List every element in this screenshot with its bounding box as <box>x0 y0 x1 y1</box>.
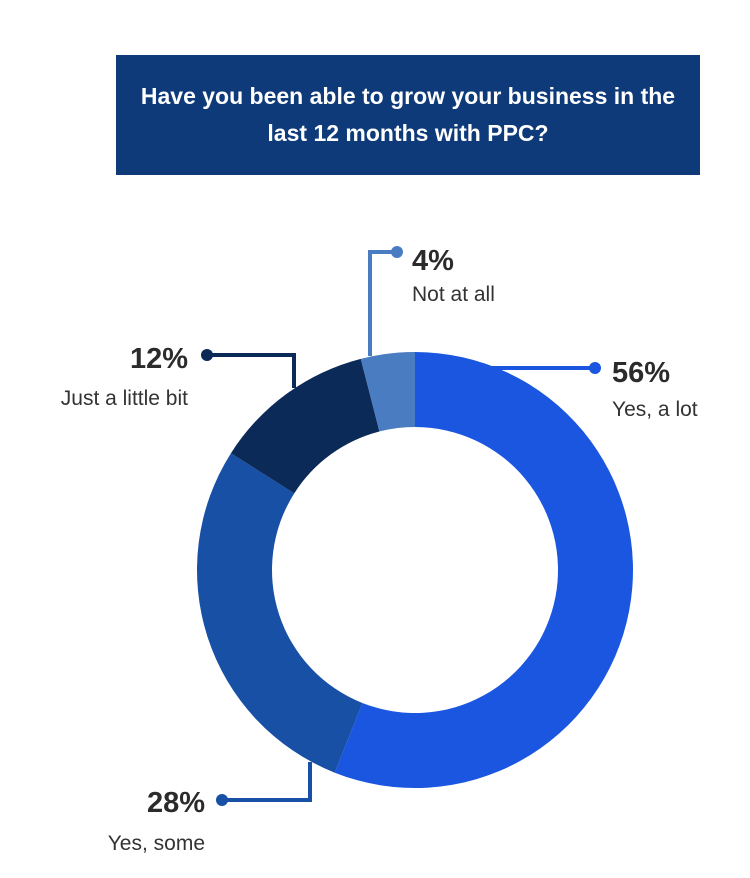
leader-line-not-at-all <box>368 250 397 356</box>
data-label-not-at-all: 4% <box>412 245 454 277</box>
slice-not-at-all <box>360 352 415 432</box>
category-label-not-at-all: Not at all <box>412 283 495 306</box>
title-banner: Have you been able to grow your business… <box>116 55 700 175</box>
leader-dot-yes-a-lot <box>589 362 601 374</box>
data-label-just-a-little-bit: 12% <box>130 343 188 375</box>
slice-yes-a-lot <box>334 352 633 788</box>
data-label-yes-some: 28% <box>147 787 205 819</box>
leader-line-yes-some <box>222 762 312 802</box>
data-label-yes-a-lot: 56% <box>612 357 670 389</box>
leader-dot-yes-some <box>216 794 228 806</box>
category-label-yes-a-lot: Yes, a lot <box>612 398 698 421</box>
leader-dot-not-at-all <box>391 246 403 258</box>
leader-line-just-a-little-bit <box>207 353 296 388</box>
category-label-yes-some: Yes, some <box>108 832 205 855</box>
leader-dot-just-a-little-bit <box>201 349 213 361</box>
slice-yes-some <box>196 453 363 773</box>
chart-title: Have you been able to grow your business… <box>140 83 676 146</box>
slice-just-a-little-bit <box>230 358 380 494</box>
category-label-just-a-little-bit: Just a little bit <box>61 387 188 410</box>
